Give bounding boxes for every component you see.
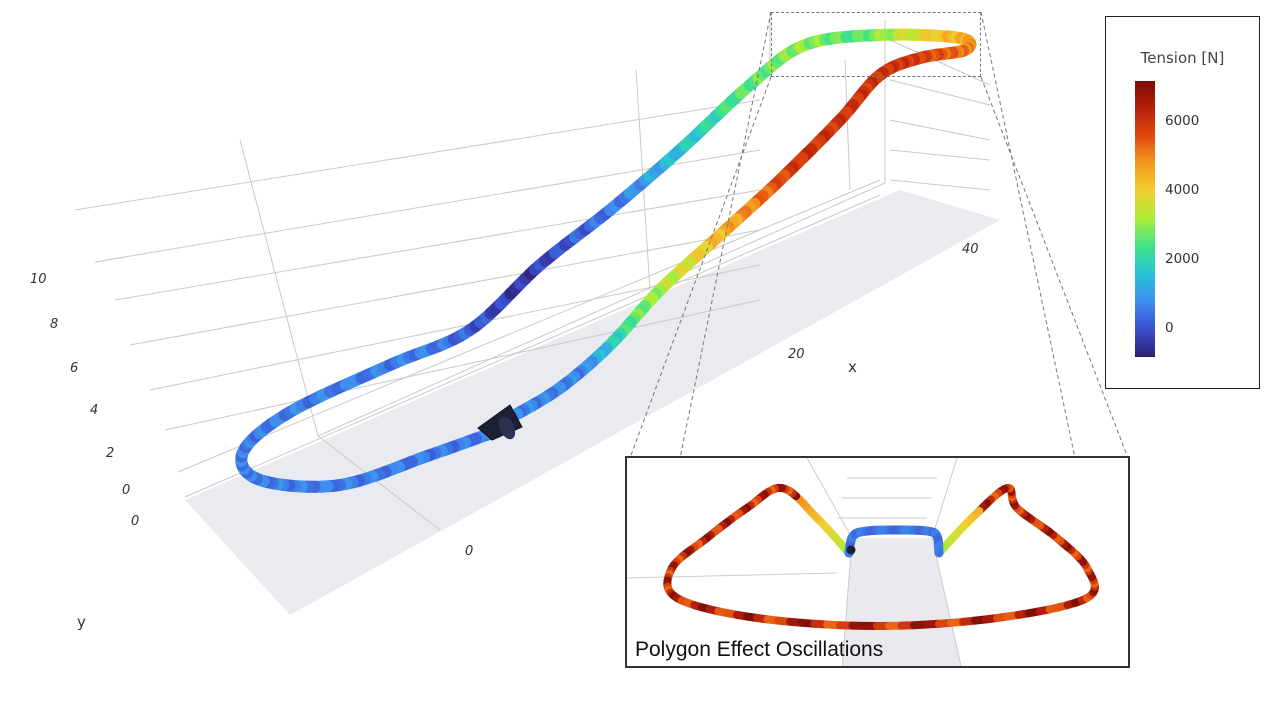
inset-plot	[627, 458, 1130, 668]
z-tick-label: 0	[122, 483, 130, 498]
z-tick-label: 2	[106, 446, 114, 461]
grid-line	[75, 100, 760, 210]
inset-caption: Polygon Effect Oscillations	[635, 638, 883, 662]
zoom-region-frame	[771, 12, 981, 77]
x-tick-label: 40	[962, 242, 979, 257]
z-tick-label: 6	[70, 361, 78, 376]
z-tick-label: 10	[30, 272, 47, 287]
inset-zoom-panel: Polygon Effect Oscillations	[625, 456, 1130, 668]
colorbar-gradient	[1135, 81, 1155, 357]
z-tick-label: 4	[90, 403, 98, 418]
colorbar-title: Tension [N]	[1106, 49, 1259, 67]
y-axis-title: y	[77, 613, 86, 631]
x-tick-label: 0	[465, 544, 473, 559]
inset-cone-marker	[847, 546, 856, 555]
y-tick-label: 0	[131, 514, 139, 529]
x-tick-label: 20	[788, 347, 805, 362]
inset-grid-line	[627, 573, 837, 578]
colorbar-tick-label: 2000	[1165, 251, 1199, 267]
colorbar-tick-label: 4000	[1165, 182, 1199, 198]
inset-grid-line	[932, 458, 957, 538]
colorbar-legend: Tension [N] 0 2000 4000 6000	[1105, 16, 1260, 389]
grid-line	[240, 140, 318, 436]
grid-line	[890, 80, 990, 105]
grid-line	[890, 180, 990, 190]
x-axis-title: x	[848, 358, 857, 376]
grid-line	[890, 150, 990, 160]
grid-line	[845, 60, 850, 190]
colorbar-tick-label: 6000	[1165, 113, 1199, 129]
zoom-connector	[981, 12, 1075, 458]
z-tick-label: 8	[50, 317, 58, 332]
grid-line	[890, 120, 990, 140]
colorbar-tick-label: 0	[1165, 320, 1174, 336]
